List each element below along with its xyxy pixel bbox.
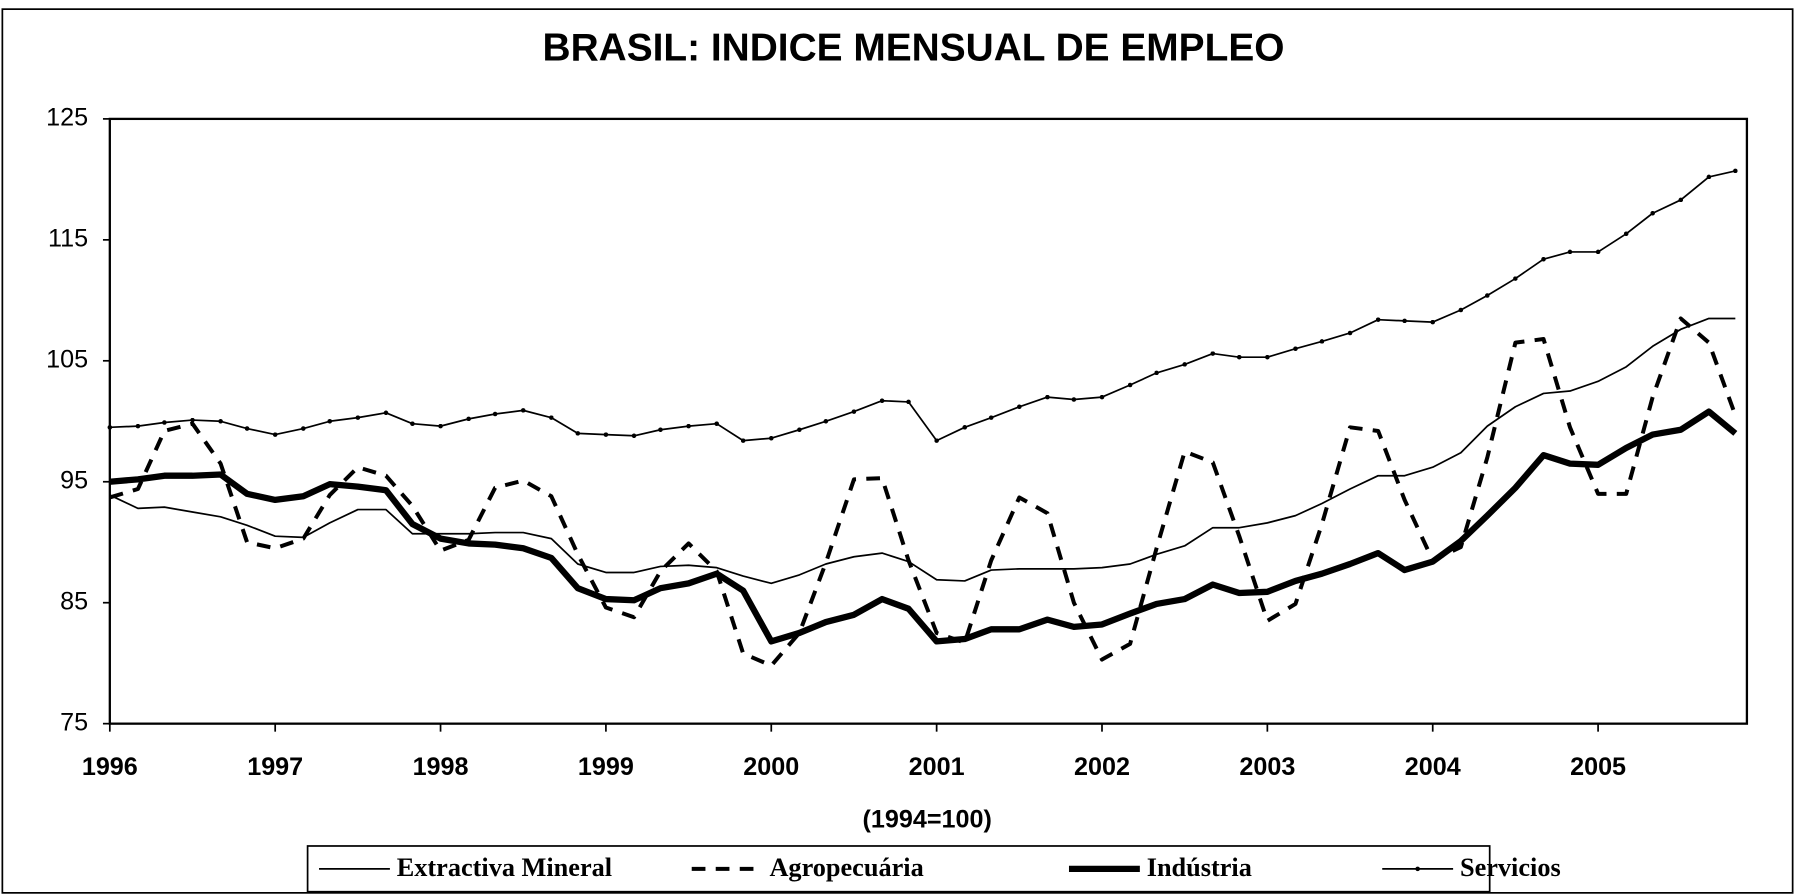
legend-swatch-dot — [1415, 866, 1420, 872]
x-tick-label: 2005 — [1570, 753, 1626, 781]
x-tick-label: 2003 — [1239, 753, 1295, 781]
y-tick-label: 95 — [60, 466, 88, 494]
chart-title: BRASIL: INDICE MENSUAL DE EMPLEO — [543, 27, 1285, 70]
chart-frame — [1, 8, 1794, 894]
x-tick-label: 2001 — [909, 753, 965, 781]
x-tick-label: 1997 — [247, 753, 303, 781]
series-line — [109, 408, 1738, 645]
series-line — [109, 317, 1736, 585]
x-tick-label: 2000 — [743, 753, 799, 781]
x-tick-label: 1996 — [82, 753, 138, 781]
legend-label: Servicios — [1460, 853, 1561, 882]
x-axis-label: (1994=100) — [863, 805, 992, 833]
legend-box — [306, 845, 1491, 893]
x-tick-label: 2004 — [1405, 753, 1461, 781]
legend-label: Indústria — [1147, 853, 1252, 882]
x-tick-label: 1999 — [578, 753, 634, 781]
y-tick-label: 125 — [46, 104, 88, 132]
y-tick-label: 105 — [46, 345, 88, 373]
y-tick-label: 75 — [60, 708, 88, 736]
legend-label: Agropecuária — [769, 853, 923, 882]
series-line — [109, 316, 1738, 668]
legend-label: Extractiva Mineral — [397, 853, 612, 882]
y-tick-label: 85 — [60, 587, 88, 615]
x-tick-label: 1998 — [413, 753, 469, 781]
y-tick-label: 115 — [48, 224, 88, 252]
series-line — [107, 168, 1738, 443]
x-tick-label: 2002 — [1074, 753, 1130, 781]
